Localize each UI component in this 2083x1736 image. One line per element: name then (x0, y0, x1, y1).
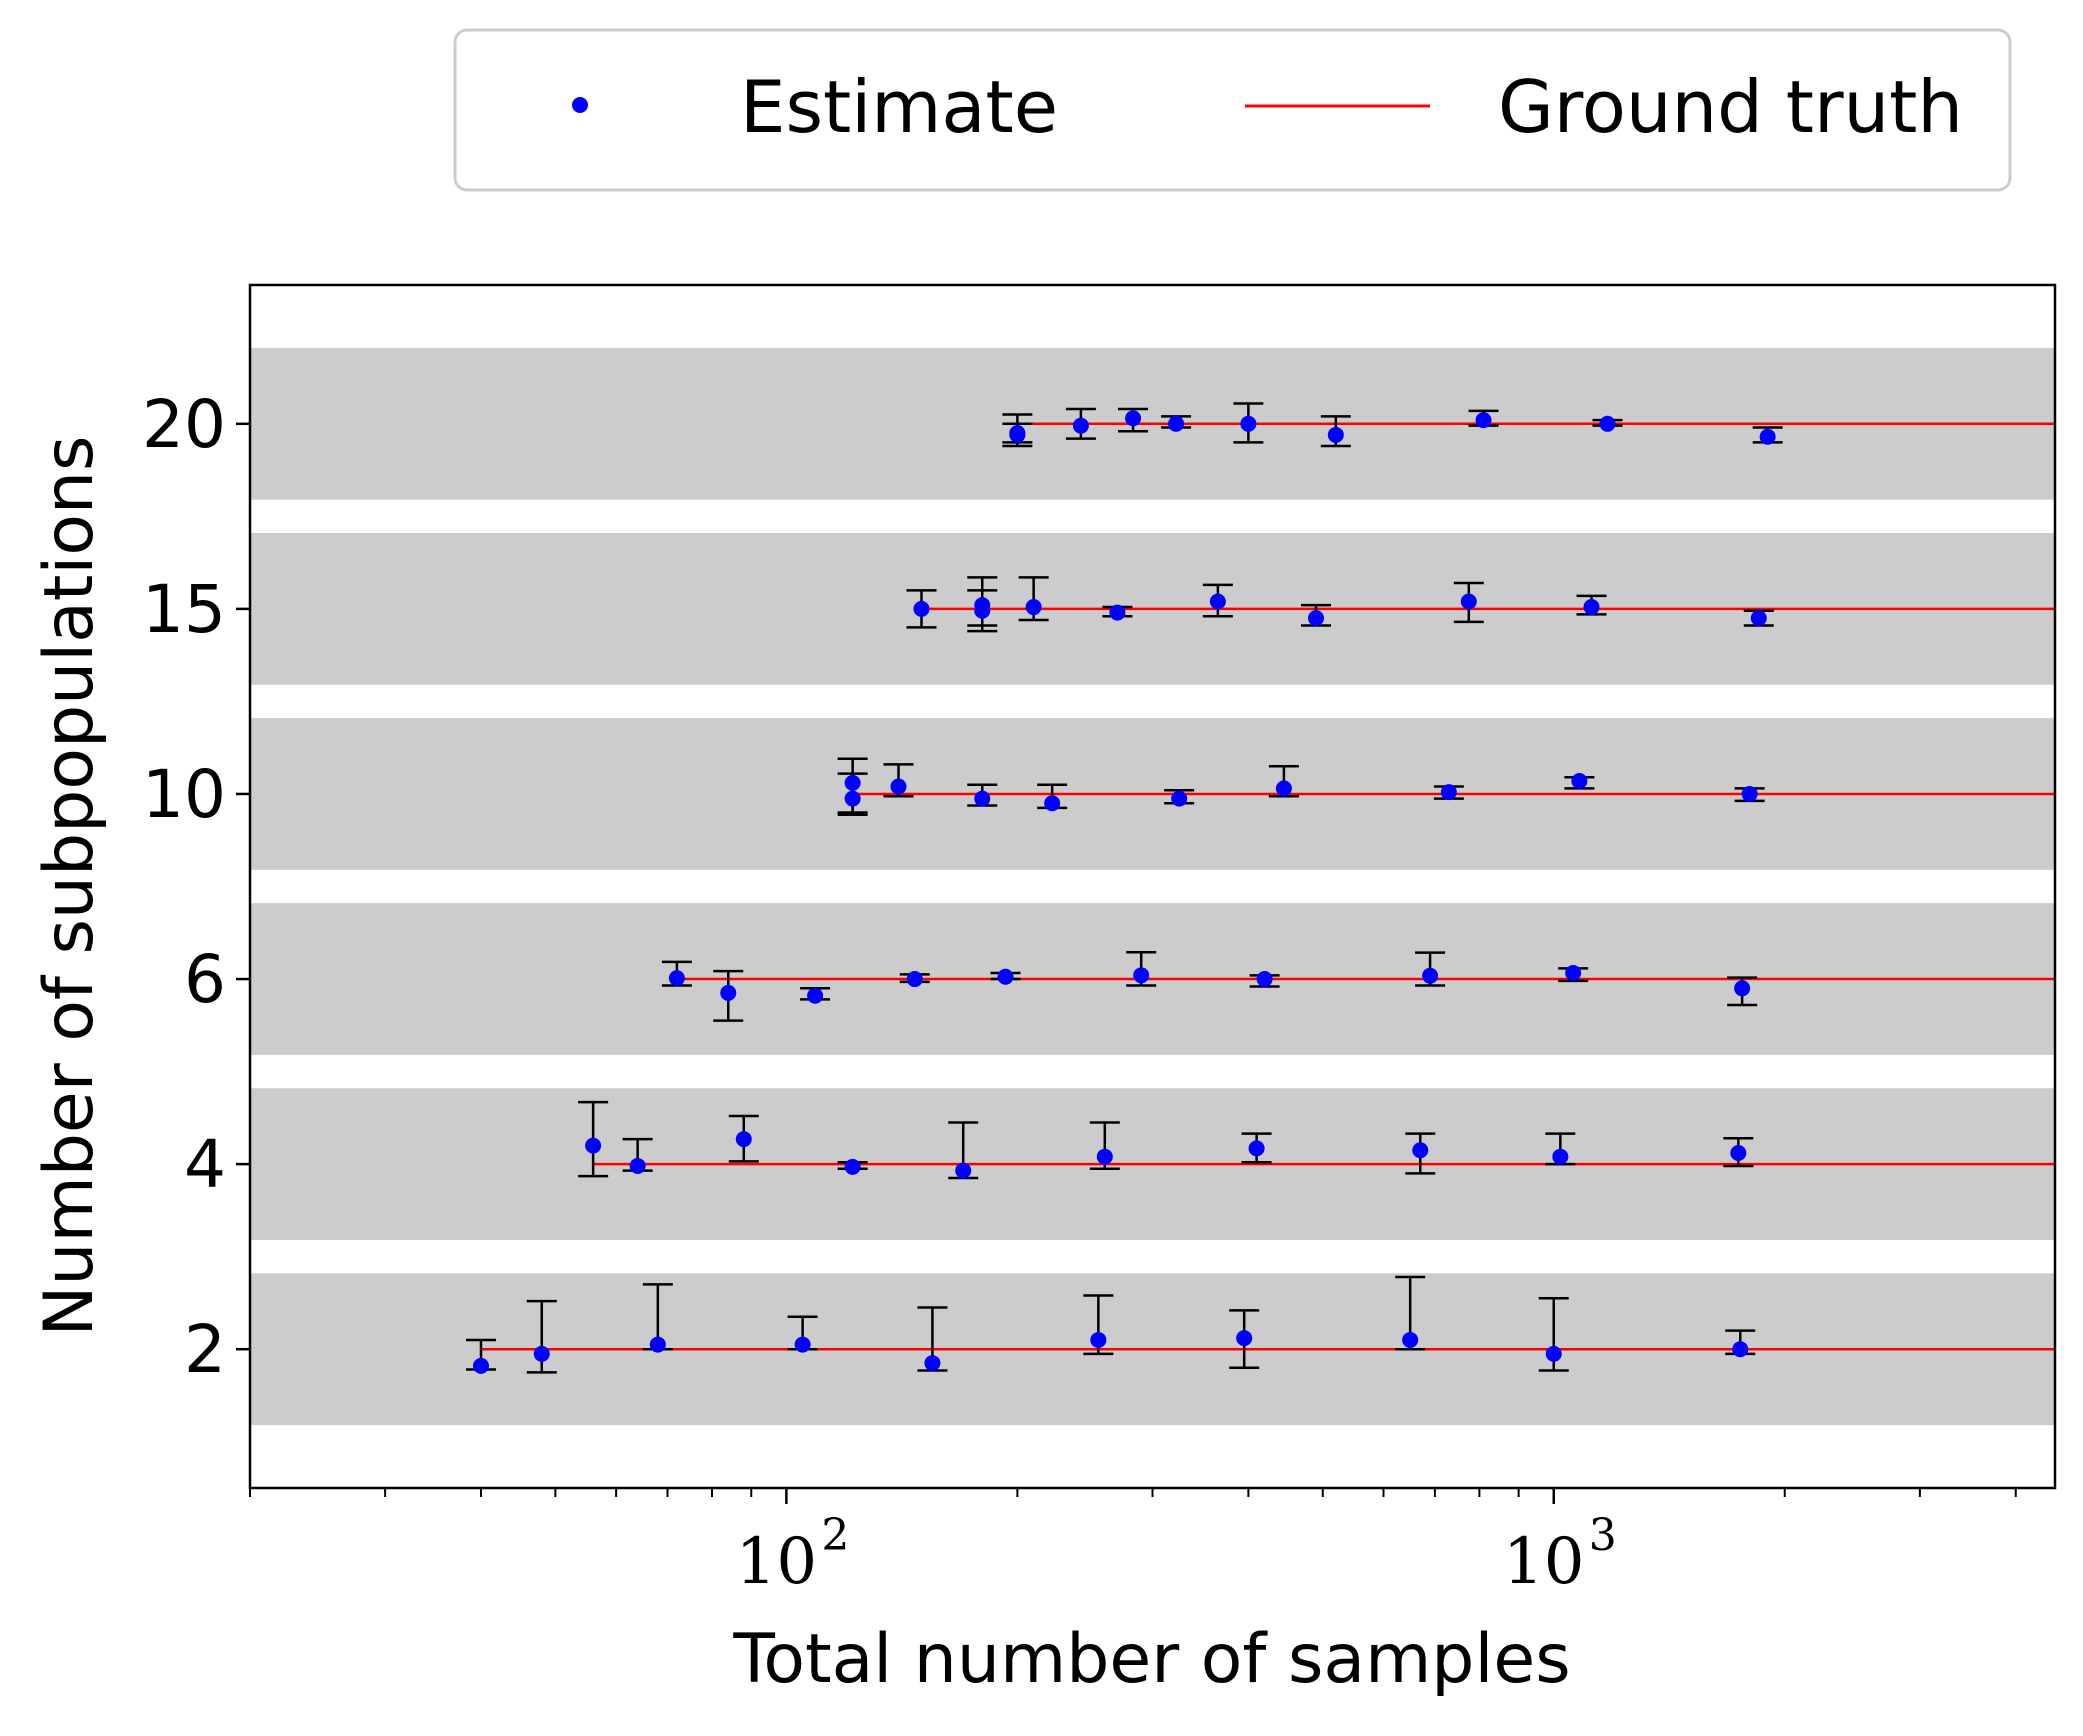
estimate-point (997, 968, 1014, 985)
estimate-point (807, 987, 824, 1004)
estimate-point (1090, 1331, 1107, 1348)
x-axis-ticks: 10 2 10 3 (249, 1488, 2017, 1599)
estimate-point (844, 1158, 861, 1175)
estimate-point (1256, 971, 1273, 988)
estimate-point (1571, 773, 1588, 790)
x-tick-label: 10 (736, 1525, 817, 1599)
y-axis-label: Number of subpopulations (30, 436, 109, 1337)
estimate-point (1248, 1140, 1265, 1157)
legend-ground-truth-label: Ground truth (1498, 65, 1963, 149)
estimate-point (1133, 967, 1150, 984)
estimate-point (955, 1162, 972, 1179)
estimate-point (1402, 1331, 1419, 1348)
estimate-point (649, 1336, 666, 1353)
estimate-point (974, 597, 991, 614)
estimate-point (1734, 980, 1751, 997)
estimate-point (1475, 412, 1492, 429)
estimate-point (1044, 795, 1061, 812)
estimate-point (1730, 1145, 1747, 1162)
estimate-point (1583, 599, 1600, 616)
legend-estimate-label: Estimate (740, 65, 1058, 149)
estimate-point (844, 774, 861, 791)
estimate-point (1732, 1341, 1749, 1358)
estimate-point (1308, 610, 1325, 627)
estimate-point (1552, 1148, 1569, 1165)
estimate-point (668, 970, 685, 987)
estimate-point (1741, 785, 1758, 802)
estimate-point (1545, 1345, 1562, 1362)
estimate-point (1072, 417, 1089, 434)
estimate-points (473, 410, 1776, 1374)
estimate-point (1171, 790, 1188, 807)
estimate-point (1759, 428, 1776, 445)
group-bands (250, 347, 2055, 1426)
estimate-point (844, 790, 861, 807)
estimate-point (585, 1137, 602, 1154)
estimate-point (735, 1131, 752, 1148)
estimate-point (629, 1157, 646, 1174)
y-tick-label: 6 (184, 941, 226, 1018)
estimate-point (1275, 780, 1292, 797)
estimate-point (1750, 610, 1767, 627)
y-tick-label: 4 (184, 1126, 226, 1203)
estimate-point (924, 1355, 941, 1372)
estimate-point (1236, 1330, 1253, 1347)
estimate-point (890, 778, 907, 795)
legend: Estimate Ground truth (453, 28, 2012, 192)
estimate-point (1565, 965, 1582, 982)
estimate-point (1025, 599, 1042, 616)
estimate-point (1327, 426, 1344, 443)
estimate-point (974, 790, 991, 807)
y-tick-label: 15 (142, 571, 226, 648)
estimate-point (473, 1357, 490, 1374)
estimate-point (1096, 1148, 1113, 1165)
estimate-point (1440, 784, 1457, 801)
estimate-point (1109, 604, 1126, 621)
x-tick-exponent: 2 (821, 1510, 849, 1561)
x-tick-label: 10 (1503, 1525, 1584, 1599)
x-axis-label: Total number of samples (732, 1620, 1570, 1699)
estimate-point (1168, 415, 1185, 432)
estimate-point (1422, 967, 1439, 984)
y-tick-label: 10 (142, 756, 226, 833)
estimate-point (720, 984, 737, 1001)
legend-estimate-marker (572, 97, 588, 113)
y-tick-label: 20 (142, 386, 226, 463)
estimate-point (1209, 593, 1226, 610)
estimate-point (794, 1336, 811, 1353)
y-tick-label: 2 (184, 1311, 226, 1388)
estimate-point (1009, 425, 1026, 442)
estimate-point (1412, 1142, 1429, 1159)
estimate-point (1240, 415, 1257, 432)
estimate-point (1460, 593, 1477, 610)
legend-box (453, 28, 2012, 192)
estimate-point (906, 971, 923, 988)
x-tick-exponent: 3 (1589, 1510, 1617, 1561)
estimate-point (533, 1345, 550, 1362)
estimate-point (1125, 410, 1142, 427)
estimate-point (913, 600, 930, 617)
y-axis-ticks: 2 4 6 10 15 20 (142, 386, 250, 1388)
estimate-point (1599, 415, 1616, 432)
